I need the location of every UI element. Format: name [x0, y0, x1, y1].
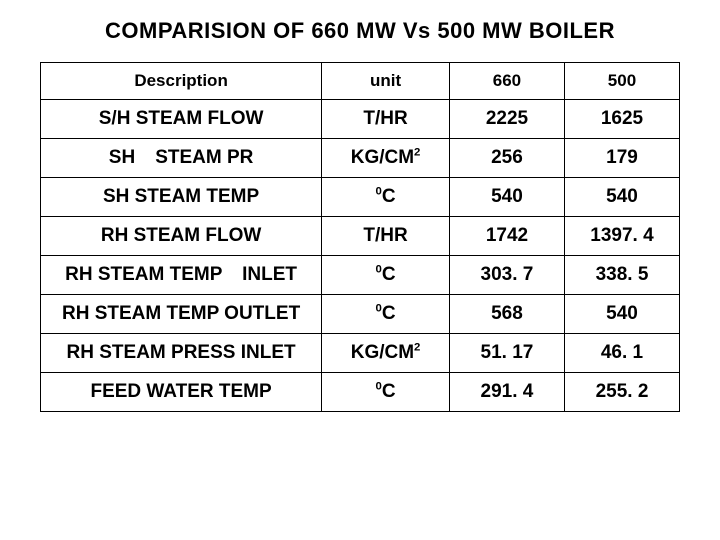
- col-header-500: 500: [564, 63, 679, 100]
- cell-500: 46. 1: [564, 334, 679, 373]
- cell-660: 1742: [449, 217, 564, 256]
- table-row: RH STEAM PRESS INLETKG/CM251. 1746. 1: [41, 334, 680, 373]
- table-row: SH STEAM PRKG/CM2256179: [41, 139, 680, 178]
- cell-description: RH STEAM FLOW: [41, 217, 322, 256]
- cell-unit: KG/CM2: [322, 139, 450, 178]
- cell-unit: 0C: [322, 373, 450, 412]
- cell-500: 255. 2: [564, 373, 679, 412]
- cell-unit: T/HR: [322, 217, 450, 256]
- cell-description: RH STEAM TEMP OUTLET: [41, 295, 322, 334]
- table-row: S/H STEAM FLOWT/HR22251625: [41, 100, 680, 139]
- cell-description: SH STEAM TEMP: [41, 178, 322, 217]
- cell-unit: T/HR: [322, 100, 450, 139]
- cell-500: 179: [564, 139, 679, 178]
- table-row: RH STEAM TEMP OUTLET0C568540: [41, 295, 680, 334]
- cell-unit: 0C: [322, 295, 450, 334]
- cell-660: 303. 7: [449, 256, 564, 295]
- table-header-row: Description unit 660 500: [41, 63, 680, 100]
- comparison-table: Description unit 660 500 S/H STEAM FLOWT…: [40, 62, 680, 412]
- table-row: FEED WATER TEMP0C291. 4255. 2: [41, 373, 680, 412]
- cell-description: FEED WATER TEMP: [41, 373, 322, 412]
- cell-500: 1625: [564, 100, 679, 139]
- page-title: COMPARISION OF 660 MW Vs 500 MW BOILER: [40, 18, 680, 44]
- cell-660: 256: [449, 139, 564, 178]
- cell-500: 338. 5: [564, 256, 679, 295]
- col-header-unit: unit: [322, 63, 450, 100]
- table-row: RH STEAM TEMP INLET0C303. 7338. 5: [41, 256, 680, 295]
- cell-description: RH STEAM TEMP INLET: [41, 256, 322, 295]
- cell-500: 1397. 4: [564, 217, 679, 256]
- table-row: RH STEAM FLOWT/HR17421397. 4: [41, 217, 680, 256]
- cell-unit: KG/CM2: [322, 334, 450, 373]
- cell-660: 568: [449, 295, 564, 334]
- cell-unit: 0C: [322, 256, 450, 295]
- cell-660: 291. 4: [449, 373, 564, 412]
- col-header-description: Description: [41, 63, 322, 100]
- cell-500: 540: [564, 178, 679, 217]
- table-body: S/H STEAM FLOWT/HR22251625SH STEAM PRKG/…: [41, 100, 680, 412]
- table-row: SH STEAM TEMP0C540540: [41, 178, 680, 217]
- cell-660: 51. 17: [449, 334, 564, 373]
- cell-660: 2225: [449, 100, 564, 139]
- cell-description: SH STEAM PR: [41, 139, 322, 178]
- cell-500: 540: [564, 295, 679, 334]
- cell-description: RH STEAM PRESS INLET: [41, 334, 322, 373]
- cell-660: 540: [449, 178, 564, 217]
- cell-unit: 0C: [322, 178, 450, 217]
- col-header-660: 660: [449, 63, 564, 100]
- cell-description: S/H STEAM FLOW: [41, 100, 322, 139]
